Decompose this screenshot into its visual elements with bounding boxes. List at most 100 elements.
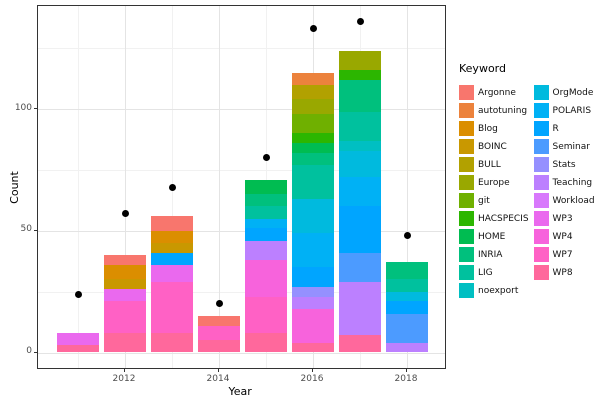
bar-segment-2016-Teaching xyxy=(292,296,334,309)
x-tick xyxy=(312,369,313,372)
legend-swatch-OrgMode xyxy=(533,85,549,100)
legend-item-OrgMode: OrgMode xyxy=(533,85,595,100)
bar-segment-2015-HOME xyxy=(245,179,287,195)
y-tick-label: 0 xyxy=(26,346,32,356)
x-tick-label: 2014 xyxy=(206,374,230,384)
bar-segment-2016-HACSPECIS xyxy=(292,133,334,144)
legend-swatch-LIG xyxy=(459,265,474,280)
bar-segment-2012-BOINC xyxy=(104,279,146,290)
gridline-minor-h xyxy=(38,169,445,171)
legend-item-Europe: Europe xyxy=(459,175,529,190)
legend-swatch-Stats xyxy=(533,157,549,172)
bar-segment-2013-WP3 xyxy=(151,264,193,282)
gridline-minor-h xyxy=(38,48,445,50)
legend-item-BOINC: BOINC xyxy=(459,139,529,154)
y-tick xyxy=(34,108,37,110)
data-point-2011 xyxy=(74,290,82,298)
legend-swatch-WP7 xyxy=(533,247,549,262)
bar-segment-2016-git xyxy=(292,114,334,134)
legend-item-BULL: BULL xyxy=(459,157,529,172)
bar-segment-2016-autotuning xyxy=(292,72,334,85)
legend-item-INRIA: INRIA xyxy=(459,247,529,262)
bar-segment-2017-INRIA xyxy=(339,79,381,112)
gridline-major-v xyxy=(407,6,408,368)
bar-segment-2014-WP7 xyxy=(198,325,240,341)
legend-label: WP3 xyxy=(552,213,573,224)
legend-item-R: R xyxy=(533,121,595,136)
legend-label: HOME xyxy=(478,231,506,242)
bar-segment-2017-WP8 xyxy=(339,335,381,353)
legend-item-git: git xyxy=(459,193,529,208)
gridline-major-h xyxy=(38,109,445,111)
x-axis-title: Year xyxy=(228,385,252,398)
legend-swatch-HOME xyxy=(459,229,474,244)
gridline-major-h xyxy=(38,230,445,232)
y-tick-label: 50 xyxy=(20,224,32,235)
bar-segment-2016-Europe xyxy=(292,99,334,114)
legend-swatch-POLARIS xyxy=(533,103,549,118)
bar-segment-2014-Argonne xyxy=(198,315,240,326)
legend-item-Workload: Workload xyxy=(533,193,595,208)
bar-segment-2017-HACSPECIS xyxy=(339,70,381,80)
y-tick xyxy=(34,351,37,353)
bar-segment-2015-WP8 xyxy=(245,333,287,353)
legend-item-noexport: noexport xyxy=(459,283,529,298)
bar-segment-2016-LIG xyxy=(292,165,334,200)
legend-label: noexport xyxy=(478,285,519,296)
legend-label: Europe xyxy=(478,177,510,188)
bar-segment-2017-R xyxy=(339,206,381,253)
bar-segment-2012-Argonne xyxy=(104,255,146,265)
legend-label: WP7 xyxy=(552,249,573,260)
legend-label: R xyxy=(552,123,559,134)
legend-item-Blog: Blog xyxy=(459,121,529,136)
bar-segment-2013-WP7 xyxy=(151,281,193,334)
legend-item-WP4: WP4 xyxy=(533,229,595,244)
bar-segment-2014-WP8 xyxy=(198,340,240,353)
data-point-2016 xyxy=(309,25,317,33)
legend-label: HACSPECIS xyxy=(478,213,529,224)
bar-segment-2017-Seminar xyxy=(339,252,381,282)
x-tick xyxy=(124,369,125,372)
legend-columns: Argonne autotuning Blog BOINC BULL Europe git H… xyxy=(459,85,595,301)
data-point-2017 xyxy=(356,18,364,26)
bar-segment-2016-WP8 xyxy=(292,342,334,353)
x-tick xyxy=(406,369,407,372)
legend-item-WP3: WP3 xyxy=(533,211,595,226)
plot-panel xyxy=(37,5,446,369)
y-axis-title: Count xyxy=(7,171,21,204)
x-tick-label: 2016 xyxy=(300,374,324,384)
x-tick-label: 2018 xyxy=(394,374,418,384)
legend-label: Seminar xyxy=(552,141,590,152)
legend-swatch-INRIA xyxy=(459,247,474,262)
legend-item-WP8: WP8 xyxy=(533,265,595,280)
legend-swatch-autotuning xyxy=(459,103,474,118)
legend-label: Argonne xyxy=(478,87,516,98)
x-tick-label: 2012 xyxy=(112,374,136,384)
legend-item-POLARIS: POLARIS xyxy=(533,103,595,118)
bar-segment-2016-INRIA xyxy=(292,152,334,166)
bar-segment-2017-noexport xyxy=(339,140,381,151)
bar-segment-2013-Argonne xyxy=(151,216,193,231)
data-point-2012 xyxy=(121,210,129,218)
bar-segment-2016-BULL xyxy=(292,84,334,100)
legend-swatch-WP3 xyxy=(533,211,549,226)
bar-segment-2017-Teaching xyxy=(339,281,381,336)
data-point-2018 xyxy=(403,232,411,240)
gridline-major-v xyxy=(125,6,126,368)
legend-swatch-Seminar xyxy=(533,139,549,154)
legend-label: Teaching xyxy=(552,177,593,188)
legend-swatch-BULL xyxy=(459,157,474,172)
legend-label: autotuning xyxy=(478,105,528,116)
legend-label: BULL xyxy=(478,159,501,170)
legend-item-Stats: Stats xyxy=(533,157,595,172)
bar-segment-2015-POLARIS xyxy=(245,218,287,229)
legend-item-LIG: LIG xyxy=(459,265,529,280)
gridline-minor-h xyxy=(38,291,445,293)
legend-swatch-Argonne xyxy=(459,85,474,100)
legend-swatch-WP4 xyxy=(533,229,549,244)
bar-segment-2017-OrgMode xyxy=(339,150,381,178)
legend-item-HOME: HOME xyxy=(459,229,529,244)
legend-swatch-R xyxy=(533,121,549,136)
y-tick-label: 100 xyxy=(14,102,32,113)
gridline-major-v xyxy=(219,6,220,368)
